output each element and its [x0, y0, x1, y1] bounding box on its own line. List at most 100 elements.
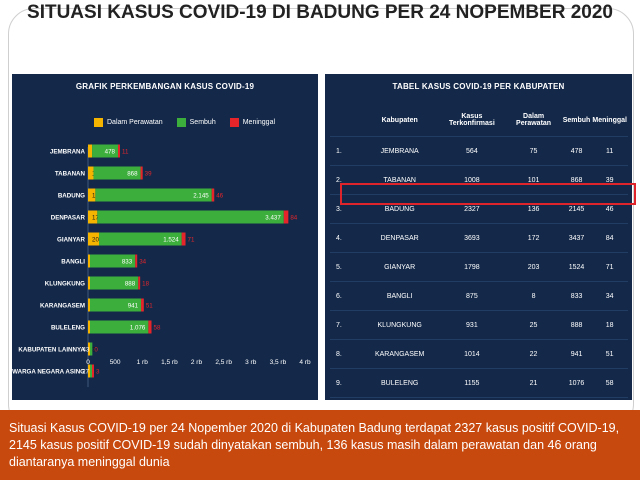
chart-legend: Dalam Perawatan Sembuh Meninggal: [94, 118, 275, 127]
bar-sembuh: [90, 298, 142, 312]
x-tick-label: 0: [86, 359, 90, 366]
table-cell-terkonfirmasi: 931: [438, 310, 506, 340]
x-tick-label: 500: [110, 359, 121, 366]
table-cell-perawatan: 21: [505, 368, 562, 398]
data-label: 51: [146, 303, 153, 310]
legend-label-sembuh: Sembuh: [189, 119, 216, 126]
table-cell-no: 3.: [330, 194, 361, 224]
table-cell-kabupaten: TABANAN: [361, 165, 439, 195]
table-cell-perawatan: 8: [505, 281, 562, 311]
bar-dalam-perawatan: [88, 342, 90, 356]
data-label: 888: [125, 281, 136, 288]
x-tick-label: 3 rb: [245, 359, 257, 366]
bar-sembuh: [90, 320, 149, 334]
bar-sembuh: [90, 364, 92, 378]
data-label: 3: [96, 369, 100, 376]
bar-sembuh: [97, 210, 284, 224]
bar-sembuh: [90, 276, 139, 290]
table-cell-no: 9.: [330, 368, 361, 398]
table-cell-terkonfirmasi: 1798: [438, 252, 506, 282]
table-cell-terkonfirmasi: 1008: [438, 165, 506, 195]
x-tick-label: 4 rb: [299, 359, 311, 366]
legend-label-meninggal: Meninggal: [242, 119, 276, 126]
data-label: 0: [94, 347, 98, 354]
data-label: 18: [142, 281, 149, 288]
category-label: KARANGASEM: [40, 303, 85, 310]
category-label: BULELENG: [51, 325, 85, 332]
chart-title: GRAFIK PERKEMBANGAN KASUS COVID-19: [75, 82, 255, 91]
bar-dalam-perawatan: [88, 320, 90, 334]
table-cell-kabupaten: BADUNG: [361, 194, 439, 224]
category-label: WARGA NEGARA ASING: [12, 369, 85, 376]
x-tick-label: 2,5 rb: [215, 359, 232, 366]
page-title: SITUASI KASUS COVID-19 DI BADUNG PER 24 …: [27, 2, 613, 23]
bar-meninggal: [211, 188, 215, 202]
bar-dalam-perawatan: [88, 210, 98, 224]
table-cell-meninggal: 84: [591, 223, 628, 253]
table-cell-kabupaten: KLUNGKUNG: [361, 310, 439, 340]
cases-table: Kabupaten Kasus Terkonfirmasi Dalam Pera…: [330, 104, 628, 455]
table-cell-meninggal: 51: [591, 339, 628, 369]
table-cell-sembuh: 941: [561, 339, 592, 369]
table-row: 1. JEMBRANA 564 75 478 11: [330, 136, 628, 166]
legend-swatch-dalam-perawatan: [94, 118, 103, 127]
table-cell-kabupaten: JEMBRANA: [361, 136, 439, 166]
data-label: 3: [92, 347, 96, 354]
bar-meninggal: [283, 210, 289, 224]
table-cell-terkonfirmasi: 3693: [438, 223, 506, 253]
bar-dalam-perawatan: [88, 188, 96, 202]
table-row: 2. TABANAN 1008 101 868 39: [330, 165, 628, 195]
table-cell-no: 6.: [330, 281, 361, 311]
bar-meninggal: [148, 320, 152, 334]
data-label: 3.437: [265, 215, 281, 222]
table-cell-sembuh: 2145: [561, 194, 592, 224]
data-label: 27: [82, 369, 89, 376]
data-label: 84: [290, 215, 297, 222]
table-header-sembuh: Sembuh: [562, 116, 591, 124]
table-cell-sembuh: 3437: [561, 223, 592, 253]
bar-sembuh: [90, 254, 136, 268]
table-cell-perawatan: 101: [505, 165, 562, 195]
table-cell-meninggal: 46: [591, 194, 628, 224]
table-header-row: Kabupaten Kasus Terkonfirmasi Dalam Pera…: [330, 104, 628, 137]
table-panel: TABEL KASUS COVID-19 PER KABUPATEN Kabup…: [325, 74, 632, 455]
table-title: TABEL KASUS COVID-19 PER KABUPATEN: [392, 82, 565, 91]
x-tick-label: 1 rb: [137, 359, 149, 366]
table-row: 9. BULELENG 1155 21 1076 58: [330, 368, 628, 398]
bar-sembuh: [93, 166, 141, 180]
table-cell-terkonfirmasi: 875: [438, 281, 506, 311]
table-cell-meninggal: 39: [591, 165, 628, 195]
table-cell-perawatan: 75: [505, 136, 562, 166]
bar-chart: JEMBRANA7547811TABANAN10186839BADUNG1362…: [12, 144, 311, 387]
data-label: 1.076: [130, 325, 146, 332]
category-label: BANGLI: [61, 259, 85, 266]
data-label: 1.524: [163, 237, 179, 244]
bar-meninggal: [138, 276, 141, 290]
bar-dalam-perawatan: [88, 298, 90, 312]
table-row: 4. DENPASAR 3693 172 3437 84: [330, 223, 628, 253]
bar-sembuh: [95, 188, 212, 202]
table-cell-terkonfirmasi: 564: [438, 136, 506, 166]
bar-sembuh: [92, 144, 119, 158]
table-cell-perawatan: 25: [505, 310, 562, 340]
bar-dalam-perawatan: [88, 144, 93, 158]
table-cell-terkonfirmasi: 1014: [438, 339, 506, 369]
table-cell-perawatan: 136: [505, 194, 562, 224]
bar-meninggal: [181, 232, 186, 246]
data-label: 43: [82, 347, 89, 354]
bar-sembuh: [99, 232, 182, 246]
x-tick-label: 1,5 rb: [161, 359, 178, 366]
badung-highlight-box: [340, 183, 636, 205]
table-row: 3. BADUNG 2327 136 2145 46: [330, 194, 628, 224]
table-row: 8. KARANGASEM 1014 22 941 51: [330, 339, 628, 369]
table-cell-no: 5.: [330, 252, 361, 282]
table-cell-meninggal: 58: [591, 368, 628, 398]
bar-dalam-perawatan: [88, 276, 90, 290]
table-cell-terkonfirmasi: 2327: [438, 194, 506, 224]
bar-meninggal: [118, 144, 121, 158]
legend-label-dalam-perawatan: Dalam Perawatan: [107, 119, 163, 126]
data-label: 71: [188, 237, 195, 244]
table-cell-meninggal: 71: [591, 252, 628, 282]
bar-meninggal: [92, 364, 94, 378]
legend-item-dalam-perawatan: Dalam Perawatan: [94, 118, 163, 127]
